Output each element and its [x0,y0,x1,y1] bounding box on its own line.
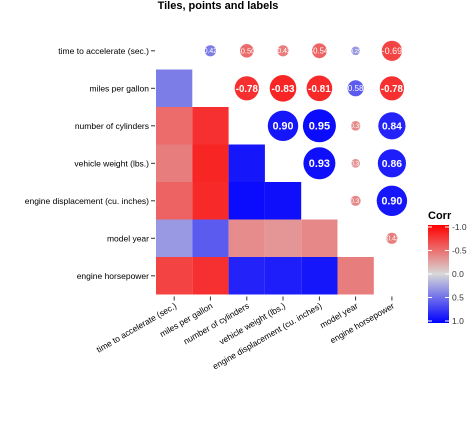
corr-tile [192,182,229,220]
corr-tile [192,107,229,145]
corr-tile [156,144,193,182]
corr-point [277,45,289,57]
corr-tile [228,257,265,295]
corr-value-label: 0.29 [350,49,361,55]
y-tick-label: model year [107,233,149,243]
corr-value-label: -0.69 [382,46,403,56]
corr-value-label: -0.78 [236,84,259,95]
corr-tile [192,219,229,257]
corr-value-label: -0.37 [348,198,363,205]
corr-tile [192,257,229,295]
corr-tile [301,219,338,257]
corr-tile [264,257,302,295]
corr-tile [156,257,193,295]
corr-tile [156,107,193,145]
corr-tile [156,219,193,257]
legend-tick-label: -0.5 [452,246,467,256]
tile-layer [156,69,374,295]
corr-point [347,80,364,97]
corr-value-label: 0.90 [273,121,294,133]
corr-value-label: -0.42 [275,48,291,55]
y-tick-label: vehicle weight (lbs.) [74,158,149,168]
corr-value-label: -0.50 [238,47,255,56]
x-axis-labels: time to accelerate (sec.)miles per gallo… [95,296,396,371]
y-tick-label: miles per gallon [89,83,149,93]
corr-point [350,121,361,131]
corr-point [351,158,360,168]
corr-value-label: -0.83 [271,84,294,95]
corr-point [378,112,406,140]
y-tick-label: engine horsepower [77,271,149,281]
corr-value-label: -0.78 [381,84,404,95]
corr-tile [192,144,229,182]
corr-value-label: 0.58 [348,84,364,93]
point-layer: 0.42 -0.50 -0.42 -0.54 0.29 -0.69 -0.78 -0.83 -0… [204,40,408,244]
legend-title: Corr [428,210,452,222]
corr-value-label: 0.90 [381,196,402,208]
y-tick-label: time to accelerate (sec.) [58,46,149,56]
corr-value-label: -0.81 [308,84,331,95]
y-axis-labels: time to accelerate (sec.) miles per gallo… [25,46,155,281]
corr-tile [228,182,265,220]
corr-tile [337,257,374,295]
corr-point [379,76,404,101]
chart-title: Tiles, points and labels [158,0,279,12]
corr-value-label: -0.31 [349,161,363,167]
legend-tick-label: -1.0 [452,222,467,232]
corr-point [267,110,299,141]
corr-tile [301,257,338,295]
legend-tick-label: 0.0 [452,269,464,279]
y-tick-label: engine displacement (cu. inches) [25,196,149,206]
corr-point [386,232,398,244]
corr-value-label: 0.42 [204,48,218,55]
corr-point [269,75,297,102]
corr-tile [228,219,265,257]
corr-tile [156,69,193,107]
corr-point [234,76,259,101]
y-tick-label: number of cylinders [75,121,149,131]
corr-value-label: 0.86 [382,159,402,170]
corr-value-label: 0.93 [309,158,330,170]
legend-tick-label: 1.0 [452,316,464,326]
x-tick-label: engine horsepower [328,300,396,345]
corr-point [204,45,216,57]
legend-colorbar [428,225,449,323]
legend: Corr -1.0 -0.5 0.0 0.5 1.0 [428,210,467,326]
corr-point [302,109,336,143]
corr-tile [156,182,193,220]
corr-point [381,40,402,61]
corr-value-label: -0.42 [384,236,400,243]
corr-point [351,46,360,56]
corr-value-label: 0.84 [382,121,402,132]
corr-value-label: 0.95 [309,121,330,133]
corr-point [306,75,333,102]
corr-value-label: -0.54 [311,47,329,56]
corr-tile [264,182,302,220]
corr-tile [264,219,302,257]
corr-point [240,44,254,58]
corr-point [303,147,336,180]
corr-value-label: -0.35 [348,123,363,130]
corr-point [377,149,406,178]
corr-point [350,195,361,206]
corr-point [312,43,327,59]
legend-tick-label: 0.5 [452,293,464,303]
corr-tile [228,144,265,182]
corr-point [376,185,408,216]
